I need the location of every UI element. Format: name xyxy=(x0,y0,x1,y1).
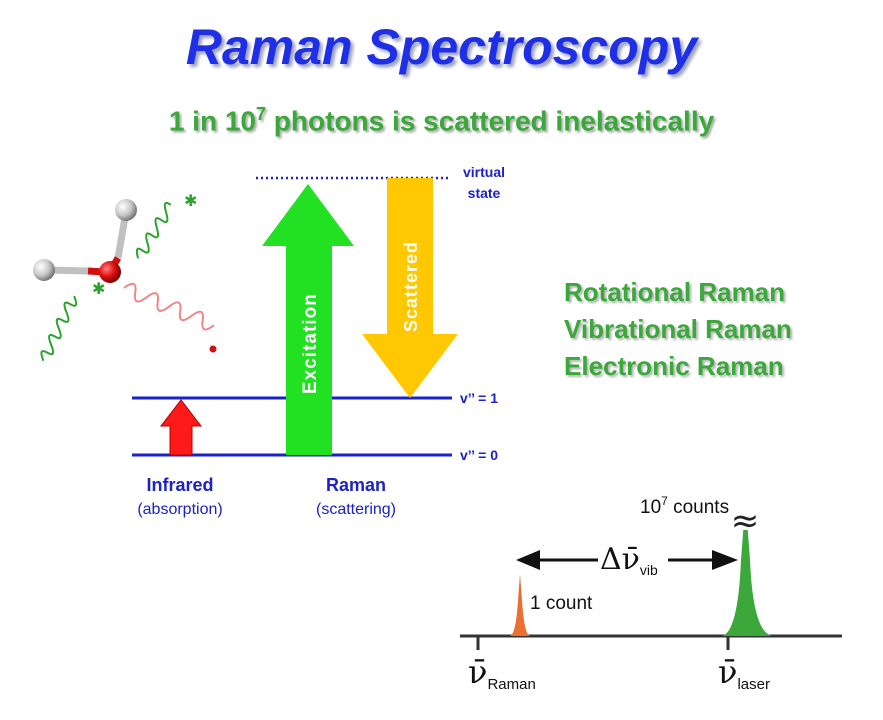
level-0-label: v’’ = 0 xyxy=(460,447,498,463)
nu-raman-label: ν̄Raman xyxy=(468,653,536,693)
infrared-sublabel: (absorption) xyxy=(137,501,222,518)
scattered-arrow xyxy=(362,178,458,398)
peak-counts-label: 107 counts xyxy=(640,494,729,518)
incoming-photon-wave: ✱ xyxy=(40,279,105,362)
excitation-arrow xyxy=(262,184,354,455)
spectrum-plot: ≈ 107 counts 1 count Δν̄vib ν̄Raman ν̄la… xyxy=(460,494,842,693)
one-count-label: 1 count xyxy=(530,593,593,614)
subtitle-exponent: 7 xyxy=(256,104,267,124)
laser-peak xyxy=(722,520,772,636)
arrow-right-icon xyxy=(712,550,738,570)
sparkle-icon: ✱ xyxy=(92,279,105,298)
raman-label: Raman xyxy=(326,475,386,495)
state-label: state xyxy=(468,185,501,201)
raman-peak xyxy=(510,574,530,636)
raman-sublabel: (scattering) xyxy=(316,501,396,518)
subtitle: 1 in 107 photons is scattered inelastica… xyxy=(0,104,883,137)
water-molecule-icon xyxy=(33,199,137,283)
subtitle-suffix: photons is scattered inelastically xyxy=(266,105,715,137)
hydrogen-atom-top xyxy=(115,199,137,221)
outgoing-photon-wave: ✱ xyxy=(135,191,197,259)
raman-type-electronic: Electronic Raman xyxy=(564,351,784,381)
infrared-arrow xyxy=(159,399,203,456)
virtual-label: virtual xyxy=(463,164,505,180)
axis-break-icon: ≈ xyxy=(731,501,760,541)
raman-type-vibrational: Vibrational Raman xyxy=(564,314,792,344)
infrared-label: Infrared xyxy=(146,475,213,495)
sparkle-icon: ✱ xyxy=(184,191,197,210)
raman-types-list: Rotational Raman Vibrational Raman Elect… xyxy=(564,274,792,385)
page-title: Raman Spectroscopy xyxy=(185,19,698,75)
oxygen-atom xyxy=(99,261,121,283)
axis-break-mask xyxy=(732,514,758,530)
level-1-label: v’’ = 1 xyxy=(460,390,498,406)
delta-nu-label: Δν̄vib xyxy=(600,542,658,578)
scattered-label: Scattered xyxy=(401,241,421,332)
arrow-left-icon xyxy=(516,550,540,570)
scattered-photon-wave xyxy=(123,282,217,353)
hydrogen-atom-left xyxy=(33,259,55,281)
subtitle-prefix: 1 in 10 xyxy=(168,105,256,137)
nu-laser-label: ν̄laser xyxy=(718,653,770,693)
raman-type-rotational: Rotational Raman xyxy=(564,277,786,307)
excitation-label: Excitation xyxy=(300,293,321,394)
